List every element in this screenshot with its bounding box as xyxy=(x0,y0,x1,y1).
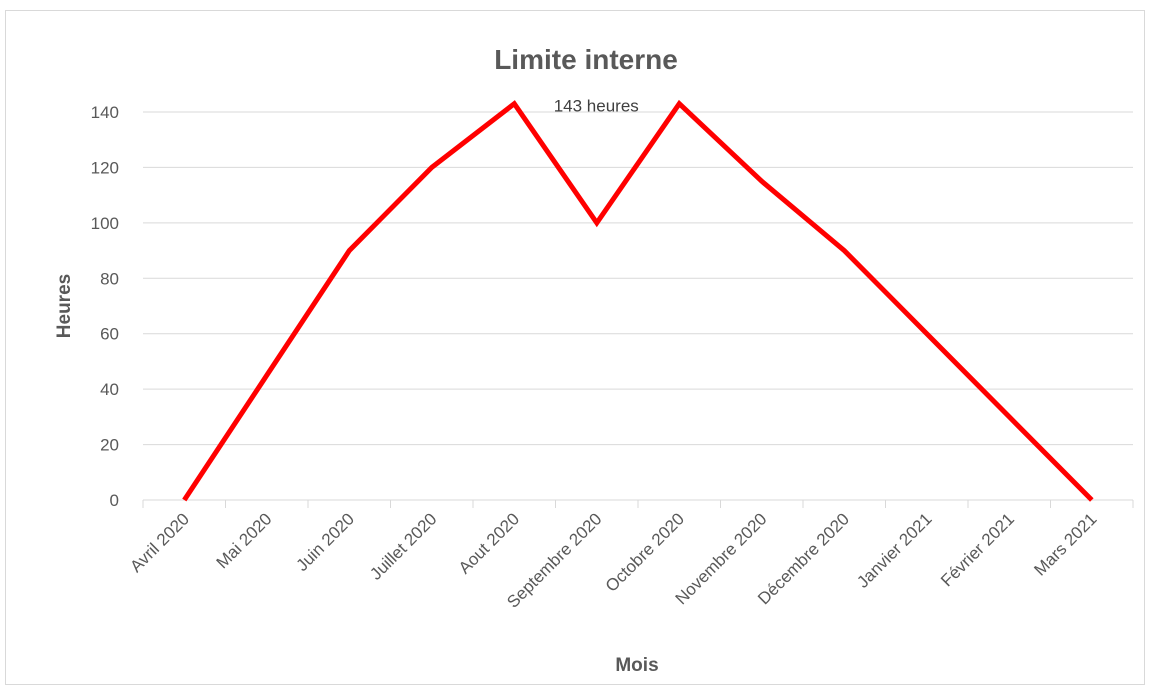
x-tick-label: Juillet 2020 xyxy=(366,509,440,583)
x-tick-label: Mai 2020 xyxy=(213,509,276,572)
y-axis: 0 20 40 60 80 100 120 140 xyxy=(91,103,119,510)
y-tick-label: 80 xyxy=(100,269,119,288)
x-axis xyxy=(143,500,1133,508)
x-tick-label: Avril 2020 xyxy=(126,509,193,576)
y-tick-label: 120 xyxy=(91,158,119,177)
y-tick-label: 100 xyxy=(91,214,119,233)
x-tick-label: Aout 2020 xyxy=(455,509,523,577)
y-tick-label: 40 xyxy=(100,380,119,399)
y-tick-label: 20 xyxy=(100,436,119,455)
x-tick-label: Juin 2020 xyxy=(293,509,359,575)
series-layer xyxy=(184,104,1092,500)
data-label: 143 heures xyxy=(554,97,639,116)
series-line xyxy=(184,104,1092,500)
x-axis-title: Mois xyxy=(615,655,658,676)
chart-title: Limite interne xyxy=(494,44,678,75)
y-tick-label: 60 xyxy=(100,325,119,344)
annotations: 143 heures xyxy=(554,97,639,116)
y-tick-label: 140 xyxy=(91,103,119,122)
y-axis-title: Heures xyxy=(54,274,75,338)
x-tick-label: Mars 2021 xyxy=(1030,509,1100,579)
x-tick-label: Janvier 2021 xyxy=(853,509,935,591)
x-tick-label: Février 2021 xyxy=(937,509,1018,590)
x-tick-label: Octobre 2020 xyxy=(602,509,688,595)
y-tick-label: 0 xyxy=(110,491,119,510)
